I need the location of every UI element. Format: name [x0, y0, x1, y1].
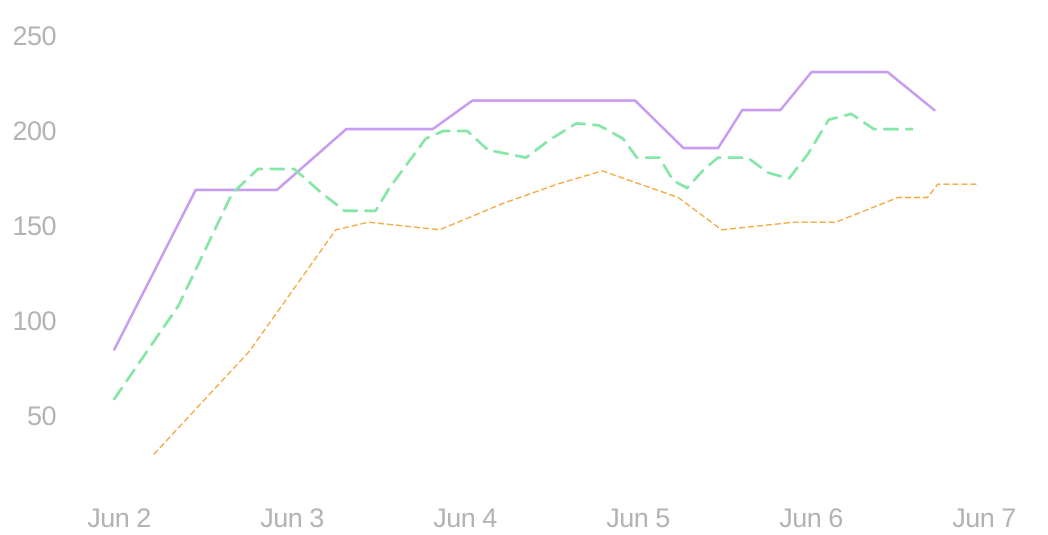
x-tick-label: Jun 3 — [260, 503, 324, 533]
y-tick-label: 50 — [27, 401, 56, 431]
x-tick-label: Jun 5 — [606, 503, 670, 533]
series-line-dashed — [112, 112, 914, 401]
y-tick-label: 150 — [12, 211, 56, 241]
series-line-solid — [113, 70, 936, 351]
y-axis-ticks: 50 100 150 200 250 — [12, 21, 56, 431]
x-tick-label: Jun 2 — [87, 503, 151, 533]
series-layer — [112, 70, 981, 455]
x-tick-label: Jun 6 — [779, 503, 843, 533]
x-axis-ticks: Jun 2 Jun 3 Jun 4 Jun 5 Jun 6 Jun 7 — [87, 503, 1016, 533]
y-tick-label: 100 — [12, 306, 56, 336]
series-line-dotted — [153, 170, 981, 455]
x-tick-label: Jun 4 — [433, 503, 497, 533]
y-tick-label: 200 — [12, 116, 56, 146]
y-tick-label: 250 — [12, 21, 56, 51]
x-tick-label: Jun 7 — [952, 503, 1016, 533]
